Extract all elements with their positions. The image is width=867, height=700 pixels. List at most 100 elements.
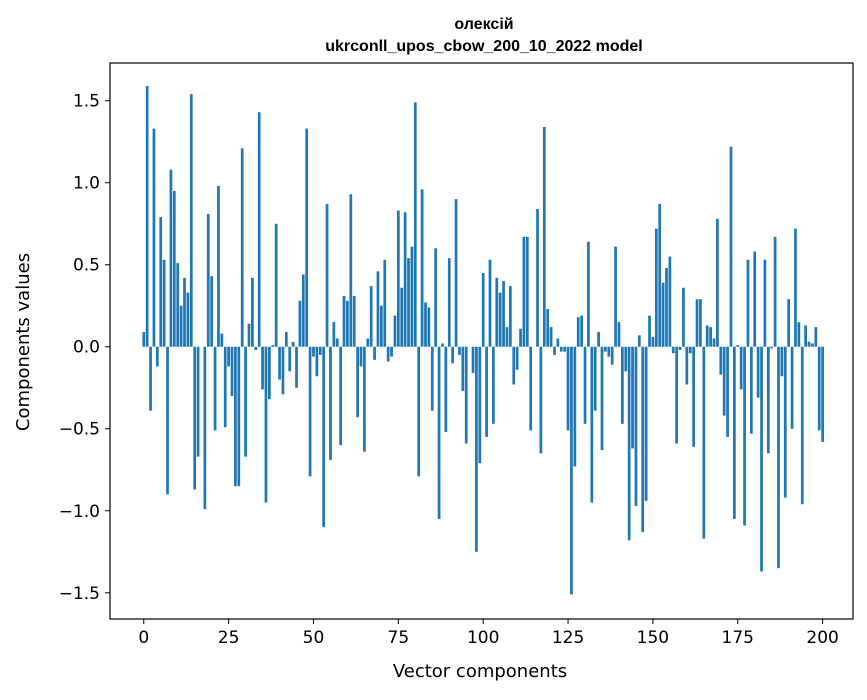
bar-component-87: [438, 347, 441, 519]
bar-component-10: [176, 263, 179, 347]
bar-component-88: [441, 343, 444, 346]
bar-component-129: [580, 316, 583, 347]
bar-component-113: [526, 237, 529, 347]
bar-component-183: [764, 260, 767, 347]
bar-component-106: [502, 281, 505, 347]
bar-component-38: [271, 345, 274, 347]
bar-component-148: [645, 347, 648, 501]
bar-component-145: [635, 347, 638, 506]
x-axis-label: Vector components: [393, 661, 567, 682]
bar-component-90: [448, 258, 451, 347]
bar-component-15: [193, 347, 196, 490]
bar-component-120: [550, 327, 553, 347]
bar-component-128: [577, 317, 580, 347]
bar-component-86: [434, 248, 437, 346]
bar-component-149: [648, 316, 651, 347]
bar-component-93: [458, 347, 461, 355]
bar-component-167: [709, 327, 712, 347]
bar-component-126: [570, 347, 573, 595]
bar-component-156: [672, 347, 675, 354]
bar-component-75: [397, 211, 400, 347]
bar-component-72: [387, 347, 390, 362]
bar-component-52: [319, 347, 322, 355]
bar-component-24: [224, 347, 227, 427]
bar-component-174: [733, 347, 736, 519]
bar-component-142: [624, 347, 627, 372]
bar-component-173: [730, 147, 733, 347]
bar-component-140: [618, 322, 621, 347]
bar-component-68: [373, 347, 376, 360]
bar-component-14: [190, 94, 193, 347]
bar-component-132: [590, 347, 593, 503]
bar-component-107: [506, 327, 509, 347]
bar-component-111: [519, 329, 522, 347]
bar-component-34: [258, 112, 261, 347]
bar-component-195: [804, 325, 807, 346]
bar-component-82: [421, 189, 424, 346]
bar-component-199: [818, 347, 821, 431]
bar-component-182: [760, 347, 763, 572]
bar-component-190: [787, 299, 790, 347]
bar-component-171: [723, 347, 726, 416]
bar-component-35: [261, 347, 264, 390]
bar-component-154: [665, 268, 668, 347]
bar-component-1: [146, 86, 149, 347]
bar-component-122: [557, 339, 560, 347]
bar-component-185: [770, 347, 773, 349]
bar-component-123: [560, 347, 563, 352]
y-tick-label: −1.0: [59, 502, 100, 522]
bar-component-0: [142, 332, 145, 347]
bar-component-179: [750, 347, 753, 434]
x-tick-label: 150: [637, 628, 669, 648]
bar-component-8: [170, 170, 173, 347]
bar-component-162: [692, 347, 695, 447]
bar-component-59: [343, 296, 346, 347]
bar-component-84: [428, 307, 431, 346]
bar-component-169: [716, 219, 719, 347]
chart-title-line-2: ukrconll_upos_cbow_200_10_2022 model: [325, 38, 642, 55]
bar-component-49: [309, 347, 312, 477]
bar-component-31: [248, 324, 251, 347]
bar-component-176: [740, 347, 743, 390]
bar-component-56: [332, 322, 335, 347]
bar-component-101: [485, 347, 488, 437]
bar-component-193: [798, 322, 801, 347]
bar-component-64: [360, 347, 363, 367]
bar-component-152: [658, 204, 661, 347]
bar-component-143: [628, 347, 631, 541]
bar-component-187: [777, 347, 780, 568]
chart-title-line-1: олексій: [454, 16, 513, 33]
bar-component-42: [285, 332, 288, 347]
bar-component-147: [641, 347, 644, 532]
bar-component-198: [814, 327, 817, 347]
bar-component-69: [377, 271, 380, 346]
bar-component-47: [302, 275, 305, 347]
bar-component-100: [482, 273, 485, 347]
bar-component-196: [808, 342, 811, 347]
bar-component-191: [791, 347, 794, 429]
bar-component-175: [736, 345, 739, 347]
bar-component-45: [295, 347, 298, 388]
bar-component-61: [349, 194, 352, 347]
bar-component-44: [292, 342, 295, 347]
bar-component-9: [173, 191, 176, 347]
bar-component-71: [383, 260, 386, 347]
bar-component-184: [767, 347, 770, 454]
bar-component-41: [282, 347, 285, 395]
bar-component-16: [197, 347, 200, 457]
bar-component-194: [801, 347, 804, 504]
bar-component-77: [404, 212, 407, 346]
bar-component-155: [669, 257, 672, 347]
bar-component-39: [275, 224, 278, 347]
y-tick-label: 1.0: [73, 174, 100, 194]
bar-component-163: [696, 299, 699, 347]
bar-component-103: [492, 347, 495, 424]
bar-component-114: [529, 347, 532, 431]
bar-component-116: [536, 209, 539, 347]
bar-component-98: [475, 347, 478, 552]
bar-component-125: [567, 347, 570, 431]
bar-component-146: [638, 335, 641, 346]
x-tick-label: 100: [467, 628, 499, 648]
bar-component-177: [743, 347, 746, 526]
